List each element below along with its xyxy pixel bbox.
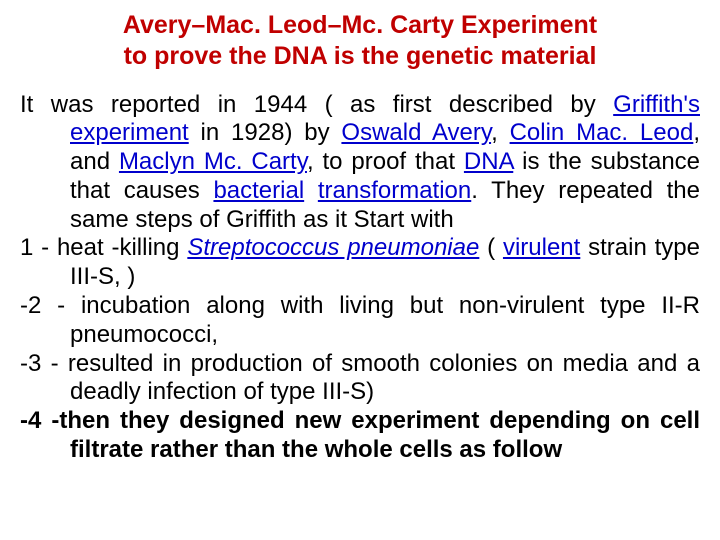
text-run: ( bbox=[479, 234, 503, 261]
link-text[interactable]: Maclyn Mc. Carty bbox=[119, 148, 307, 175]
text-run: -4 -then they designed new experiment de… bbox=[20, 407, 700, 463]
paragraph-2: -2 - incubation along with living but no… bbox=[20, 292, 700, 350]
link-text[interactable]: bacterial bbox=[213, 177, 304, 204]
link-text[interactable]: Oswald Avery bbox=[341, 119, 491, 146]
text-run: 1 - heat -killing bbox=[20, 234, 187, 261]
paragraph-0: It was reported in 1944 ( as first descr… bbox=[20, 91, 700, 235]
text-run bbox=[304, 177, 318, 204]
paragraph-4: -4 -then they designed new experiment de… bbox=[20, 407, 700, 465]
link-text[interactable]: Streptococcus pneumoniae bbox=[187, 234, 479, 261]
paragraph-1: 1 - heat -killing Streptococcus pneumoni… bbox=[20, 234, 700, 292]
text-run: , bbox=[491, 119, 510, 146]
link-text[interactable]: transformation bbox=[318, 177, 471, 204]
text-run: in 1928) by bbox=[189, 119, 342, 146]
slide: Avery–Mac. Leod–Mc. Carty Experiment to … bbox=[0, 0, 720, 540]
text-run: It was reported in 1944 ( as first descr… bbox=[20, 91, 613, 118]
title-line-1: Avery–Mac. Leod–Mc. Carty Experiment bbox=[123, 11, 597, 39]
text-run: , to proof that bbox=[307, 148, 464, 175]
paragraph-3: -3 - resulted in production of smooth co… bbox=[20, 350, 700, 408]
link-text[interactable]: Colin Mac. Leod bbox=[510, 119, 694, 146]
slide-body: It was reported in 1944 ( as first descr… bbox=[20, 91, 700, 465]
link-text[interactable]: virulent bbox=[503, 234, 580, 261]
link-text[interactable]: DNA bbox=[464, 148, 513, 175]
text-run: -3 - resulted in production of smooth co… bbox=[20, 350, 700, 406]
text-run: -2 - incubation along with living but no… bbox=[20, 292, 700, 348]
title-line-2: to prove the DNA is the genetic material bbox=[124, 42, 597, 70]
slide-title: Avery–Mac. Leod–Mc. Carty Experiment to … bbox=[20, 10, 700, 73]
